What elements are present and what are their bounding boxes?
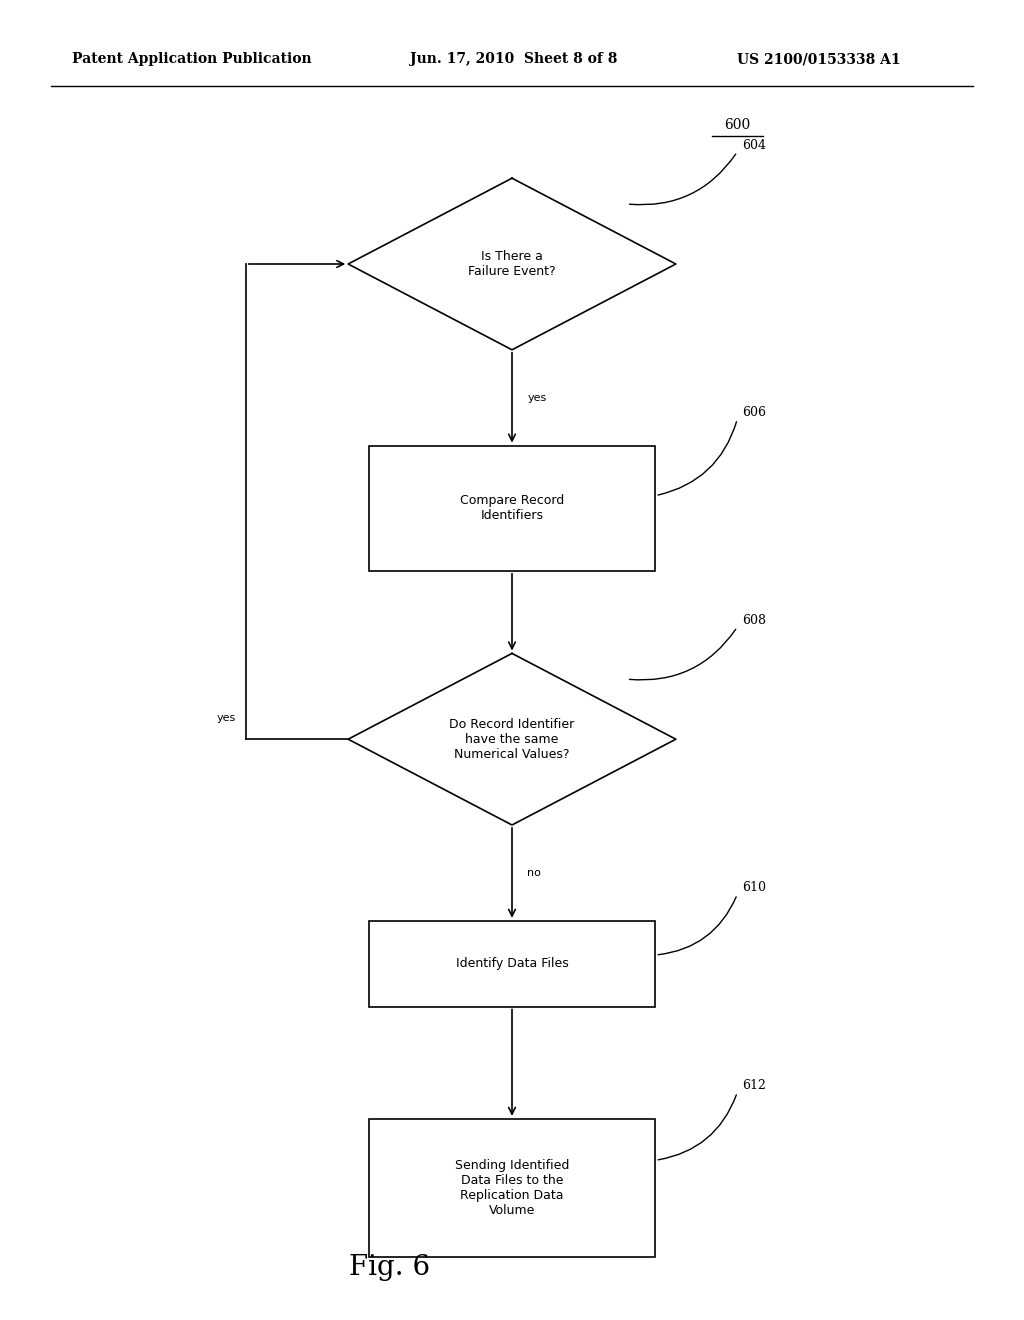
FancyBboxPatch shape (369, 1119, 655, 1257)
Text: 612: 612 (742, 1080, 766, 1092)
Text: 610: 610 (742, 882, 766, 894)
Text: Fig. 6: Fig. 6 (348, 1254, 430, 1280)
Text: Sending Identified
Data Files to the
Replication Data
Volume: Sending Identified Data Files to the Rep… (455, 1159, 569, 1217)
Text: 604: 604 (742, 139, 766, 152)
Text: Identify Data Files: Identify Data Files (456, 957, 568, 970)
Text: yes: yes (527, 392, 547, 403)
FancyBboxPatch shape (369, 921, 655, 1006)
Text: 608: 608 (742, 614, 766, 627)
FancyBboxPatch shape (369, 446, 655, 570)
Text: no: no (527, 867, 542, 878)
Text: 600: 600 (724, 119, 751, 132)
Text: yes: yes (216, 713, 236, 723)
Text: Do Record Identifier
have the same
Numerical Values?: Do Record Identifier have the same Numer… (450, 718, 574, 760)
Text: Compare Record
Identifiers: Compare Record Identifiers (460, 494, 564, 523)
Text: 606: 606 (742, 407, 766, 418)
Text: Is There a
Failure Event?: Is There a Failure Event? (468, 249, 556, 279)
Text: US 2100/0153338 A1: US 2100/0153338 A1 (737, 53, 901, 66)
Text: Patent Application Publication: Patent Application Publication (72, 53, 311, 66)
Text: Jun. 17, 2010  Sheet 8 of 8: Jun. 17, 2010 Sheet 8 of 8 (410, 53, 617, 66)
